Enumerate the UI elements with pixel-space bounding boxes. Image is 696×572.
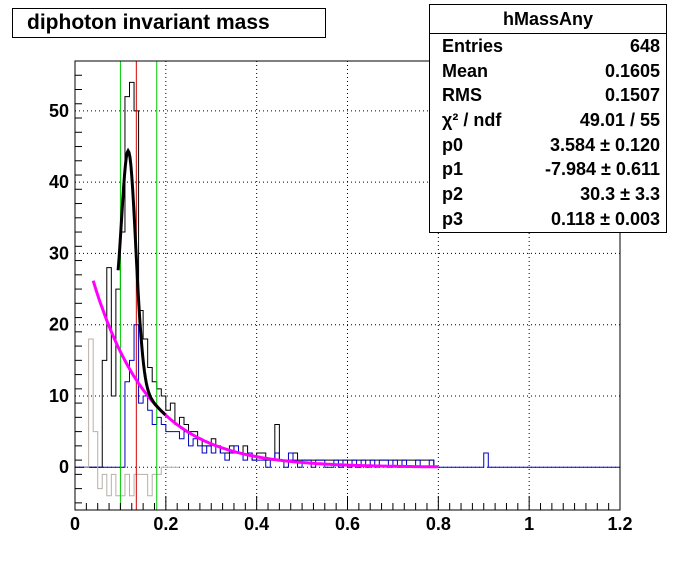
axis-ticks [74,74,621,510]
x-tick-label: 1.2 [607,514,632,534]
x-tick-label: 0.6 [335,514,360,534]
stats-row-rms: RMS 0.1507 [430,83,666,108]
y-tick-label: 0 [59,457,69,477]
stats-label: Entries [442,36,504,56]
stats-value: 0.1507 [604,85,660,106]
stats-value: 49.01 / 55 [579,110,660,131]
stats-row-p0: p0 3.584 ± 0.120 [430,133,666,158]
histogram-series-2 [84,338,180,497]
stats-label: p2 [442,184,464,205]
stats-value: 648 [629,36,660,56]
x-tick-label: 0.4 [244,514,269,534]
stats-value: -7.984 ± 0.611 [545,159,660,180]
stats-row-mean: Mean 0.1605 [430,59,666,84]
x-tick-label: 1 [524,514,534,534]
stats-value: 0.118 ± 0.003 [551,208,660,229]
stats-label: p3 [442,208,464,229]
stats-value: 3.584 ± 0.120 [550,134,660,155]
stats-value: 0.1605 [604,60,660,81]
signal-fit-curve [116,147,167,416]
stats-label: χ² / ndf [442,110,502,131]
y-tick-label: 20 [49,315,69,335]
y-tick-label: 30 [49,243,69,263]
x-tick-label: 0.2 [153,514,178,534]
x-tick-label: 0.8 [426,514,451,534]
y-tick-label: 10 [49,386,69,406]
chart-title: diphoton invariant mass [12,8,326,38]
stats-row-entries: Entries 648 [430,34,666,59]
stats-label: p0 [442,134,464,155]
stats-row-p3: p3 0.118 ± 0.003 [430,207,666,232]
stats-label: RMS [442,85,482,106]
fit-curves [91,147,439,469]
x-tick-label: 0 [70,514,80,534]
y-tick-label: 40 [49,172,69,192]
stats-label: Mean [442,60,489,81]
stats-label: p1 [442,159,464,180]
stats-row-chi2: χ² / ndf 49.01 / 55 [430,108,666,133]
tick-labels: 0 0.2 0.4 0.6 0.8 1 1.2 0 10 20 30 40 50 [49,101,633,534]
y-tick-label: 50 [49,101,69,121]
stats-row-p1: p1 -7.984 ± 0.611 [430,157,666,182]
stats-histogram-name: hMassAny [430,5,666,34]
stats-box: hMassAny Entries 648 Mean 0.1605 RMS 0.1507… [429,4,667,233]
stats-value: 30.3 ± 3.3 [580,184,660,205]
stats-row-p2: p2 30.3 ± 3.3 [430,182,666,207]
